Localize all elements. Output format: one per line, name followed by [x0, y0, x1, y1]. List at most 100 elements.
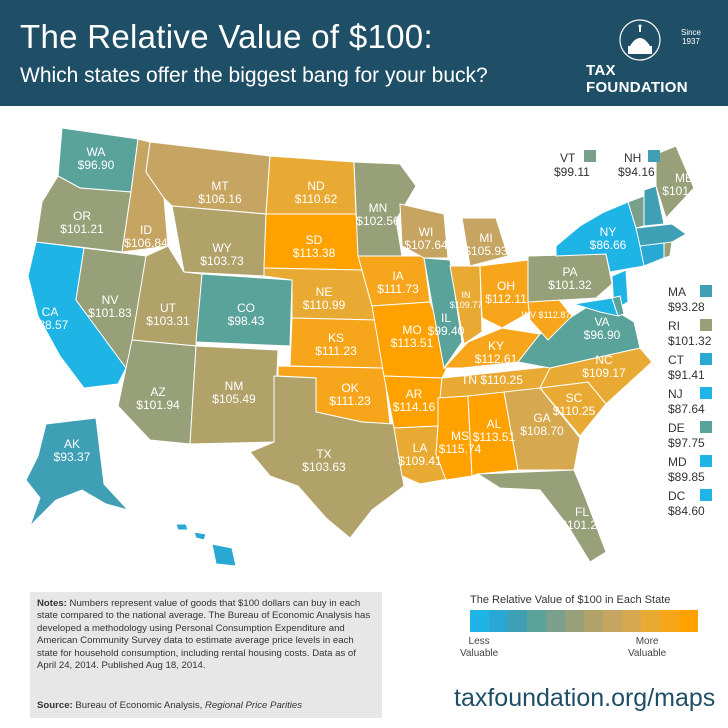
- side-abbr: NJ: [668, 387, 683, 401]
- state-shape-fl[interactable]: [476, 469, 607, 563]
- state-label-ar: AR$114.16: [393, 387, 436, 414]
- callout-swatch: [648, 150, 660, 162]
- state-shape-ak[interactable]: [25, 417, 130, 527]
- side-value: $91.41: [668, 368, 705, 382]
- state-value: $103.73: [200, 254, 244, 268]
- state-abbr: NC: [595, 353, 613, 367]
- state-abbr: MO: [402, 323, 421, 337]
- state-label-ok: OK$111.23: [329, 381, 371, 408]
- legend-swatch: [622, 610, 641, 632]
- side-abbr: MA: [668, 285, 686, 299]
- state-value: $109.41: [398, 454, 442, 468]
- state-abbr: NV: [102, 293, 119, 307]
- state-abbr: NE: [316, 285, 333, 299]
- callout-abbr: NH: [624, 151, 641, 165]
- legend-swatch: [603, 610, 622, 632]
- callout-vt: VT$99.11: [554, 150, 596, 179]
- state-label-wy: WY$103.73: [200, 241, 244, 268]
- logo-line-2: FOUNDATION: [586, 79, 688, 96]
- state-label-ky: KY$112.61: [475, 339, 518, 366]
- source-italic: Regional Price Parities: [205, 699, 303, 711]
- logo-line-1: TAX: [586, 62, 616, 79]
- state-value: $110.25: [553, 404, 596, 418]
- state-shape-al[interactable]: [467, 391, 519, 477]
- state-shape-va[interactable]: [517, 299, 641, 369]
- side-swatch: [700, 421, 712, 433]
- state-value: $96.90: [78, 158, 115, 172]
- state-label-nc: NC$109.17: [582, 353, 626, 380]
- state-shape-ma[interactable]: [635, 223, 687, 247]
- legend-swatch: [584, 610, 603, 632]
- state-abbr: WA: [87, 145, 106, 159]
- source-text: Bureau of Economic Analysis,: [75, 699, 203, 711]
- side-item-de: DE$97.75: [668, 421, 712, 450]
- state-label-or: OR$101.21: [60, 209, 104, 236]
- side-value: $101.32: [668, 334, 712, 348]
- state-abbr: SD: [306, 233, 323, 247]
- state-shape-tx[interactable]: [249, 375, 405, 539]
- state-label-co: CO$98.43: [228, 301, 265, 328]
- state-abbr: WI: [419, 225, 434, 239]
- state-abbr: FL: [575, 505, 589, 519]
- state-label-ga: GA$108.70: [520, 411, 564, 438]
- state-label-nm: NM$105.49: [212, 379, 256, 406]
- side-swatch: [700, 319, 712, 331]
- state-label-tx: TX$103.63: [302, 447, 346, 474]
- side-item-ma: MA$93.28: [668, 285, 712, 314]
- state-abbr: IN: [462, 290, 471, 300]
- state-abbr: ME: [675, 171, 693, 185]
- side-item-ct: CT$91.41: [668, 353, 712, 382]
- state-label-in: IN$109.77: [450, 290, 483, 310]
- callout-abbr: VT: [560, 151, 576, 165]
- state-shape-me[interactable]: [655, 145, 695, 219]
- state-value: $111.73: [377, 282, 419, 296]
- state-abbr: IL: [441, 311, 451, 325]
- state-value: $106.84: [124, 236, 168, 250]
- state-value: $109.17: [582, 366, 626, 380]
- state-value: $103.31: [146, 314, 190, 328]
- state-label-mt: MT$106.16: [198, 179, 242, 206]
- state-shape-ga[interactable]: [503, 387, 581, 471]
- state-abbr: AZ: [150, 385, 165, 399]
- state-shape-oh[interactable]: [479, 259, 531, 329]
- state-value: $113.51: [391, 336, 434, 350]
- side-abbr: RI: [668, 319, 680, 333]
- state-abbr: AK: [64, 437, 80, 451]
- state-abbr: MN: [369, 201, 388, 215]
- state-shape-de[interactable]: [611, 295, 625, 317]
- state-label-nd: ND$110.62: [295, 179, 338, 206]
- state-shape-ri[interactable]: [663, 241, 673, 259]
- state-value: $93.37: [54, 450, 91, 464]
- map-subtitle: Which states offer the biggest bang for …: [20, 64, 488, 87]
- state-shape-il[interactable]: [423, 257, 463, 370]
- side-swatch: [700, 489, 712, 501]
- state-value: $109.77: [450, 300, 483, 310]
- state-abbr: UT: [160, 301, 177, 315]
- legend-title: The Relative Value of $100 in Each State: [470, 594, 671, 606]
- state-shape-wi[interactable]: [399, 203, 449, 259]
- state-shape-mi[interactable]: [461, 217, 509, 267]
- state-shape-co[interactable]: [195, 273, 293, 347]
- callout-value: $99.11: [554, 165, 590, 179]
- legend-high-line-2: Valuable: [628, 648, 667, 659]
- state-label-ny: NY$86.66: [590, 225, 627, 252]
- capitol-dome-icon: [619, 19, 661, 61]
- side-item-dc: DC$84.60: [668, 489, 712, 518]
- legend-swatch: [546, 610, 565, 632]
- state-abbr: NM: [225, 379, 244, 393]
- state-shape-hi[interactable]: [175, 523, 237, 567]
- state-label-ne: NE$110.99: [303, 285, 346, 312]
- state-shape-nh[interactable]: [643, 185, 665, 227]
- legend-swatch: [508, 610, 527, 632]
- legend-high-label: More Valuable: [628, 636, 666, 660]
- side-item-ri: RI$101.32: [668, 319, 712, 348]
- side-value: $89.85: [668, 470, 705, 484]
- state-abbr: WY: [212, 241, 231, 255]
- state-callouts: VT$99.11 NH$94.16: [554, 150, 660, 179]
- side-swatch: [700, 387, 712, 399]
- footer-url[interactable]: taxfoundation.org/maps: [454, 684, 716, 712]
- state-abbr: VA: [594, 315, 609, 329]
- state-value: $101.73: [662, 184, 706, 198]
- state-shape-in[interactable]: [449, 265, 483, 345]
- state-label-me: ME$101.73: [662, 171, 706, 198]
